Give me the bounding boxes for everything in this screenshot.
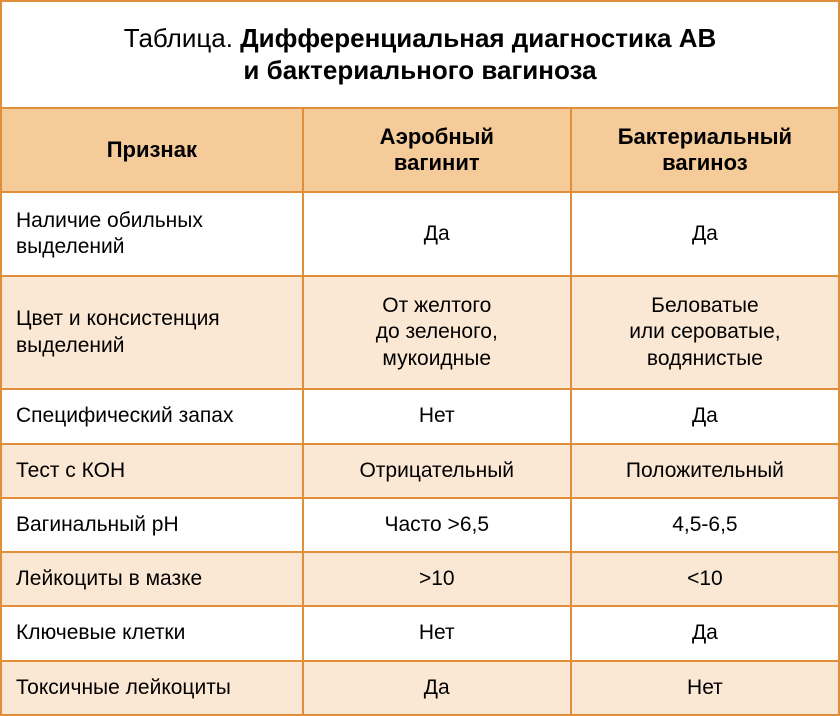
value-cell-col2: Да	[571, 606, 839, 660]
table-row: Наличие обильных выделенийДаДа	[1, 192, 839, 276]
table-row: Лейкоциты в мазке>10<10	[1, 552, 839, 606]
diagnosis-table: Таблица. Дифференциальная диагностика АВ…	[0, 0, 840, 716]
value-cell-col2: <10	[571, 552, 839, 606]
feature-cell: Тест с КОН	[1, 444, 303, 498]
feature-cell: Токсичные лейкоциты	[1, 661, 303, 715]
table-row: Цвет и консистенция выделенийОт желтогод…	[1, 276, 839, 389]
value-cell-col2: Положительный	[571, 444, 839, 498]
value-cell-col1: Часто >6,5	[303, 498, 571, 552]
value-cell-col2: 4,5-6,5	[571, 498, 839, 552]
value-cell-col2: Да	[571, 192, 839, 276]
value-cell-col2: Да	[571, 389, 839, 443]
feature-cell: Наличие обильных выделений	[1, 192, 303, 276]
column-header-2: Бактериальныйвагиноз	[571, 108, 839, 192]
feature-cell: Цвет и консистенция выделений	[1, 276, 303, 389]
table-row: Ключевые клеткиНетДа	[1, 606, 839, 660]
table-body: Таблица. Дифференциальная диагностика АВ…	[1, 1, 839, 715]
feature-cell: Лейкоциты в мазке	[1, 552, 303, 606]
column-header-0: Признак	[1, 108, 303, 192]
value-cell-col1: Нет	[303, 606, 571, 660]
table-row: Токсичные лейкоцитыДаНет	[1, 661, 839, 715]
table-row: Вагинальный рНЧасто >6,54,5-6,5	[1, 498, 839, 552]
value-cell-col1: Да	[303, 192, 571, 276]
value-cell-col1: От желтогодо зеленого,мукоидные	[303, 276, 571, 389]
table-row: Тест с КОНОтрицательныйПоложительный	[1, 444, 839, 498]
feature-cell: Вагинальный рН	[1, 498, 303, 552]
value-cell-col1: Отрицательный	[303, 444, 571, 498]
table-row: Специфический запахНетДа	[1, 389, 839, 443]
feature-cell: Ключевые клетки	[1, 606, 303, 660]
column-header-1: Аэробныйвагинит	[303, 108, 571, 192]
value-cell-col1: Да	[303, 661, 571, 715]
value-cell-col2: Беловатыеили сероватые,водянистые	[571, 276, 839, 389]
value-cell-col1: >10	[303, 552, 571, 606]
value-cell-col2: Нет	[571, 661, 839, 715]
table-caption: Таблица. Дифференциальная диагностика АВ…	[1, 1, 839, 108]
value-cell-col1: Нет	[303, 389, 571, 443]
feature-cell: Специфический запах	[1, 389, 303, 443]
